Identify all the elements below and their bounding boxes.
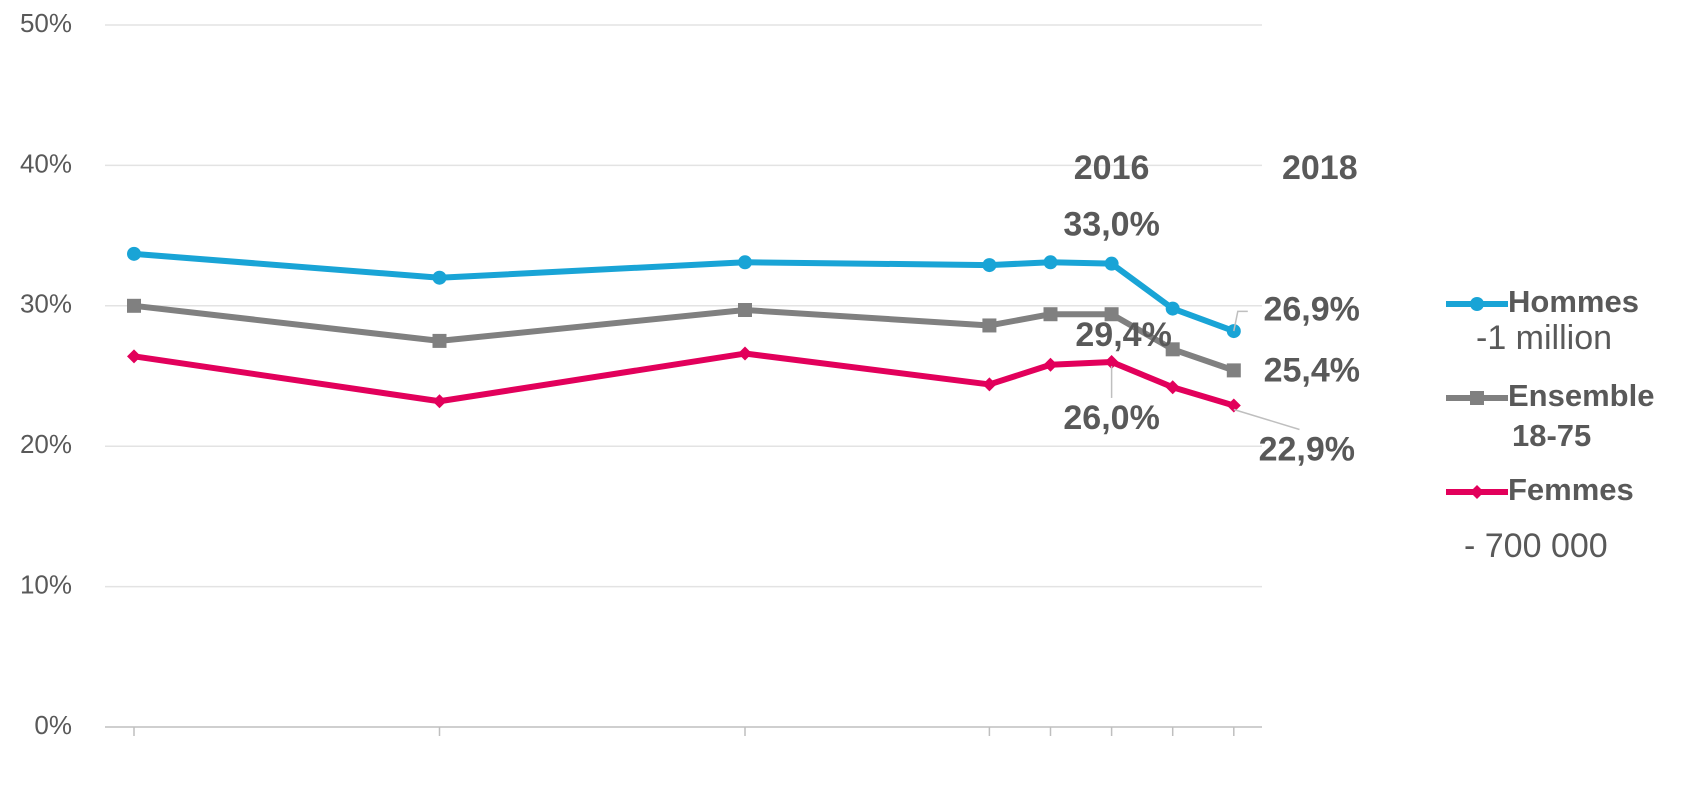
marker bbox=[1165, 380, 1180, 395]
data-label: 26,0% bbox=[1063, 399, 1159, 437]
marker bbox=[1043, 357, 1058, 372]
leader-line bbox=[1233, 310, 1248, 332]
marker bbox=[1043, 255, 1058, 270]
y-tick-label: 10% bbox=[20, 569, 72, 599]
legend-note: - 700 000 bbox=[1464, 527, 1608, 565]
marker bbox=[1165, 342, 1180, 357]
series-line bbox=[133, 350, 1235, 409]
series-line bbox=[133, 302, 1235, 374]
data-label: 25,4% bbox=[1264, 351, 1360, 389]
y-tick-label: 50% bbox=[20, 8, 72, 38]
data-label: 29,4% bbox=[1075, 316, 1171, 354]
series-line bbox=[133, 250, 1235, 334]
legend-label-line: 18-75 bbox=[1512, 418, 1591, 453]
category-label: 2018 bbox=[1282, 149, 1358, 187]
marker bbox=[982, 318, 997, 333]
legend-label: Femmes bbox=[1508, 472, 1634, 507]
marker bbox=[1226, 363, 1241, 378]
data-label: 22,9% bbox=[1259, 430, 1355, 468]
marker bbox=[432, 333, 447, 348]
marker bbox=[432, 270, 447, 285]
leader-line bbox=[1233, 408, 1300, 431]
legend-label: Hommes bbox=[1508, 284, 1639, 319]
marker bbox=[432, 394, 447, 409]
y-tick-label: 30% bbox=[20, 289, 72, 319]
marker bbox=[1226, 398, 1241, 413]
legend-label: Ensemble 18-75 bbox=[1508, 378, 1654, 453]
marker bbox=[738, 346, 752, 361]
marker bbox=[1470, 297, 1484, 311]
category-label: 2016 bbox=[1074, 149, 1150, 187]
marker bbox=[982, 377, 997, 392]
legend-label-line: Ensemble bbox=[1508, 378, 1654, 413]
y-tick-label: 0% bbox=[34, 710, 72, 740]
marker bbox=[738, 303, 752, 318]
marker bbox=[1470, 485, 1484, 499]
legend-note: -1 million bbox=[1476, 319, 1612, 357]
y-tick-label: 40% bbox=[20, 148, 72, 178]
marker bbox=[127, 246, 141, 261]
marker bbox=[1043, 307, 1058, 322]
marker bbox=[1165, 301, 1180, 316]
marker bbox=[1470, 391, 1484, 405]
marker bbox=[1104, 354, 1119, 369]
marker bbox=[982, 258, 997, 273]
y-tick-label: 20% bbox=[20, 429, 72, 459]
data-label: 26,9% bbox=[1263, 290, 1359, 328]
marker bbox=[127, 349, 141, 364]
marker bbox=[1104, 307, 1119, 322]
data-label: 33,0% bbox=[1063, 206, 1159, 244]
marker bbox=[1104, 256, 1119, 271]
marker bbox=[127, 298, 141, 313]
marker bbox=[738, 255, 752, 270]
